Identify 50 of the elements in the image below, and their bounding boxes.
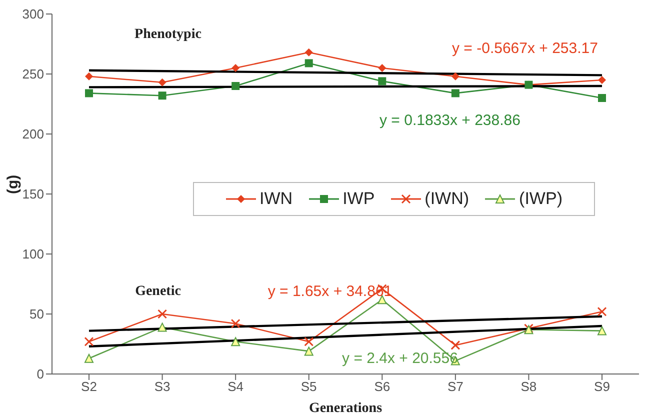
x-tick-label: S6 <box>374 379 390 394</box>
point <box>304 336 314 346</box>
point <box>378 77 386 86</box>
point <box>158 322 167 332</box>
legend-label: IWP <box>342 189 375 209</box>
point <box>158 309 168 319</box>
y-tick-label: 50 <box>30 306 44 322</box>
point <box>598 76 606 84</box>
point <box>598 94 606 102</box>
legend-label: IWN <box>258 189 293 209</box>
point <box>158 78 166 86</box>
x-tick-label: S2 <box>81 379 97 394</box>
annotation: Phenotypic <box>134 27 202 42</box>
point <box>304 346 314 356</box>
y-tick-label: 300 <box>22 6 44 22</box>
point <box>304 59 313 68</box>
legend-label: (IWN) <box>424 189 470 209</box>
point <box>450 340 460 350</box>
point <box>378 64 386 72</box>
point <box>84 336 94 346</box>
y-tick-label: 0 <box>36 366 44 382</box>
x-tick-label: S9 <box>594 379 610 394</box>
y-tick-label: 150 <box>22 186 44 202</box>
point <box>85 89 93 98</box>
y-tick-label: 200 <box>22 126 44 142</box>
annotation: y = 0.1833x + 238.86 <box>380 112 520 129</box>
x-tick-label: S4 <box>228 379 244 394</box>
y-tick-label: 250 <box>22 66 44 82</box>
point <box>231 337 240 346</box>
point <box>304 48 313 56</box>
x-tick-label: S8 <box>520 379 537 394</box>
point <box>232 64 240 72</box>
point <box>597 306 607 316</box>
point <box>598 326 606 336</box>
x-tick-label: S5 <box>300 379 317 394</box>
annotation: Genetic <box>135 284 181 299</box>
point <box>85 72 93 80</box>
y-tick-label: 100 <box>22 246 44 262</box>
point <box>451 72 460 80</box>
x-tick-label: S7 <box>447 379 464 394</box>
point <box>84 354 94 363</box>
x-axis-title: Generations <box>308 401 383 416</box>
annotation: y = -0.5667x + 253.17 <box>452 40 598 57</box>
legend-label: (IWP) <box>518 189 562 209</box>
point <box>158 92 166 100</box>
y-axis-title: (g) <box>4 174 22 194</box>
point <box>230 318 240 328</box>
point <box>451 89 460 98</box>
point <box>232 82 240 90</box>
x-tick-label: S3 <box>154 379 170 394</box>
